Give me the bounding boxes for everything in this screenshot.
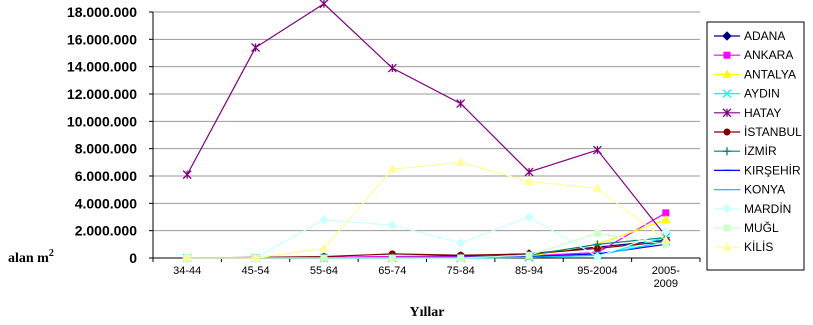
x-tick-label: 85-94 xyxy=(515,265,543,277)
data-point xyxy=(722,108,732,118)
data-point xyxy=(524,167,534,177)
legend-item: ADANA xyxy=(714,29,785,43)
data-point xyxy=(182,252,193,262)
legend-item: İZMİR xyxy=(714,144,777,158)
series-line xyxy=(186,3,667,237)
legend-label: ANKARA xyxy=(744,48,793,62)
data-point xyxy=(660,214,671,224)
data-point xyxy=(593,229,601,237)
data-point xyxy=(525,251,533,259)
legend-item: İSTANBUL xyxy=(714,125,802,139)
legend-label: HATAY xyxy=(744,106,781,120)
x-tick-label: 75-84 xyxy=(447,265,475,277)
data-point xyxy=(593,240,602,249)
x-tick-label: 95-2004 xyxy=(577,265,617,277)
data-point xyxy=(387,164,398,173)
x-tick-label: 34-44 xyxy=(173,265,201,277)
y-axis-title: alan m2 xyxy=(8,248,54,266)
x-tick-label: 2005-2009 xyxy=(652,265,680,290)
y-tick-label: 4.000.000 xyxy=(75,195,137,211)
y-tick-label: 8.000.000 xyxy=(75,141,137,157)
data-point xyxy=(723,224,731,232)
series-lines xyxy=(182,0,671,263)
data-point xyxy=(182,170,192,180)
x-tick-label: 55-64 xyxy=(310,265,338,277)
series-line xyxy=(187,161,667,259)
legend-box xyxy=(706,21,805,271)
data-point xyxy=(456,99,466,109)
data-point xyxy=(722,31,732,41)
data-point xyxy=(455,157,466,166)
legend-item: ANTALYA xyxy=(714,67,796,81)
y-tick-label: 12.000.000 xyxy=(67,86,137,102)
data-point xyxy=(723,51,731,59)
series-hatay xyxy=(182,0,671,241)
y-tick-label: 0 xyxy=(129,250,137,266)
legend-item: KIRŞEHİR xyxy=(714,163,801,177)
axes xyxy=(149,11,701,262)
legend-item: AYDIN xyxy=(714,87,780,101)
data-point xyxy=(592,251,603,262)
legend-label: KIRŞEHİR xyxy=(744,163,801,177)
data-point xyxy=(250,252,261,262)
y-tick-label: 6.000.000 xyxy=(75,168,137,184)
series-line xyxy=(187,216,667,259)
data-point xyxy=(592,145,602,155)
legend-item: KİLİS xyxy=(714,240,773,254)
legend-item: KONYA xyxy=(714,183,785,197)
y-tick-label: 14.000.000 xyxy=(67,59,137,75)
data-point xyxy=(388,254,396,262)
data-point xyxy=(524,176,534,185)
data-point xyxy=(251,43,261,52)
y-tick-label: 2.000.000 xyxy=(75,223,137,239)
data-point xyxy=(457,254,465,262)
series-ki̇li̇s xyxy=(182,157,671,262)
x-axis-title: Yıllar xyxy=(410,305,445,320)
data-point xyxy=(723,128,731,136)
legend-label: AYDIN xyxy=(744,87,780,101)
legend-item: MUĞL xyxy=(714,220,779,235)
data-point xyxy=(387,220,398,230)
data-point xyxy=(319,243,329,252)
legend-label: ANTALYA xyxy=(744,67,796,81)
data-point xyxy=(524,212,534,222)
y-tick-label: 10.000.000 xyxy=(67,113,137,129)
y-tick-label: 16.000.000 xyxy=(67,31,137,47)
data-point xyxy=(723,147,731,156)
x-tick-labels: 34-44 45-54 55-64 65-74 75-84 85-94 95-2004 200… xyxy=(173,265,680,290)
data-point xyxy=(660,235,671,244)
data-point xyxy=(722,242,732,251)
x-tick-label: 45-54 xyxy=(241,265,269,277)
series-line xyxy=(187,232,666,259)
y-axis-title-text: alan m xyxy=(8,251,49,266)
legend-item: HATAY xyxy=(714,106,781,120)
data-point xyxy=(320,254,328,262)
legend-label: KONYA xyxy=(744,183,785,197)
legend: ADANA ANKARA ANTALYA AYDIN HATAY İSTANBUL İZMİ… xyxy=(706,21,805,271)
grid-lines xyxy=(153,11,700,232)
data-point xyxy=(722,204,732,214)
legend-label: İSTANBUL xyxy=(744,125,802,139)
legend-label: MARDİN xyxy=(744,202,791,216)
y-tick-labels: 0 2.000.000 4.000.000 6.000.000 8.000.000 10.… xyxy=(67,4,137,266)
data-point xyxy=(387,63,397,73)
data-point xyxy=(722,69,732,78)
x-tick-label: 65-74 xyxy=(378,265,406,277)
legend-label: ADANA xyxy=(744,29,785,43)
legend-item: ANKARA xyxy=(714,48,793,62)
legend-item: MARDİN xyxy=(714,202,791,216)
data-point xyxy=(722,89,732,99)
data-point xyxy=(319,215,329,225)
legend-label: İZMİR xyxy=(744,144,777,158)
data-point xyxy=(319,0,329,9)
y-axis-title-superscript: 2 xyxy=(49,248,54,259)
y-tick-label: 18.000.000 xyxy=(67,4,137,20)
data-point xyxy=(455,238,466,248)
legend-label: MUĞL xyxy=(744,220,779,235)
data-point xyxy=(592,183,603,192)
legend-label: KİLİS xyxy=(744,240,773,254)
